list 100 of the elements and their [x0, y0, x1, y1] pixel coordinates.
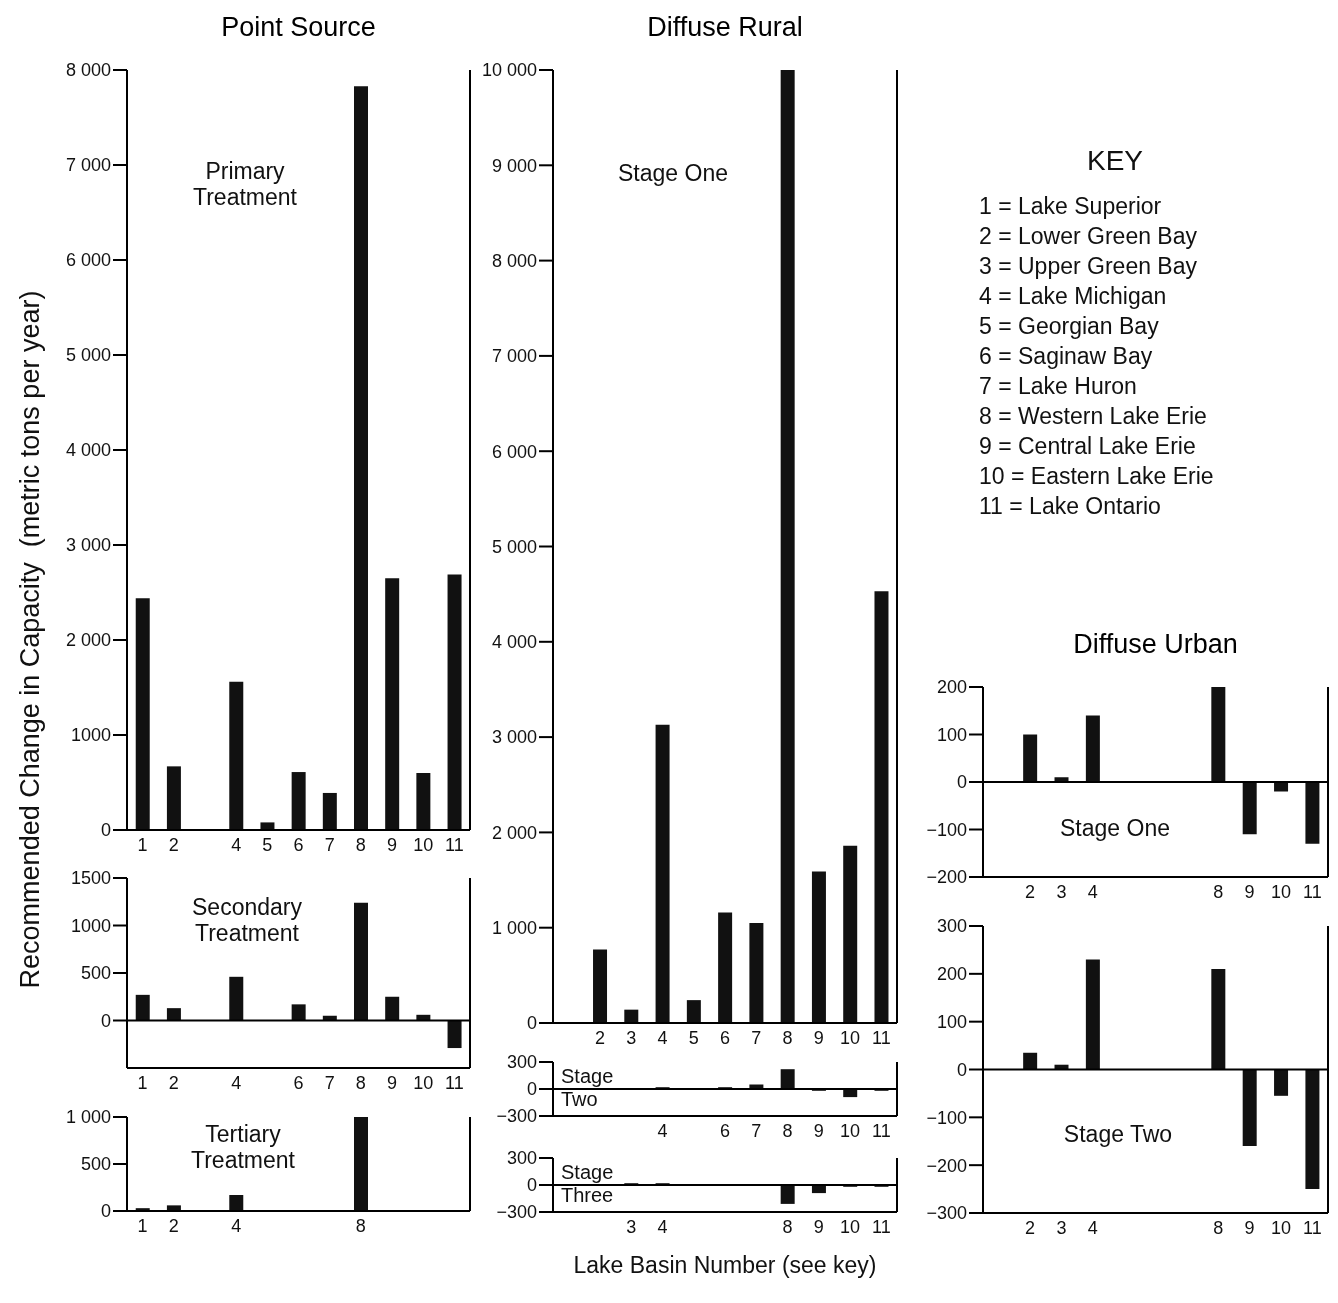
- y-tick-label: −300: [496, 1106, 537, 1127]
- x-tick-label: 2: [168, 1072, 179, 1093]
- x-tick-label: 10: [1270, 1217, 1291, 1238]
- x-tick-label: 10: [840, 1027, 861, 1048]
- y-tick-label: 8 000: [491, 250, 537, 271]
- x-tick-label: 2: [168, 1215, 179, 1236]
- y-tick-label: −100: [926, 819, 967, 840]
- x-tick-label: 4: [231, 834, 242, 855]
- x-tick-label: 8: [1213, 881, 1224, 902]
- text: 1 = Lake Superior: [978, 192, 1163, 221]
- text: Secondary Treatment: [191, 894, 303, 947]
- y-tick-label: 0: [526, 1079, 537, 1100]
- text: 7 = Lake Huron: [978, 372, 1138, 401]
- y-tick-label: 5 000: [65, 345, 111, 366]
- x-tick-label: 1: [137, 1215, 148, 1236]
- y-tick-label: −100: [926, 1107, 967, 1128]
- y-tick-label: 10 000: [481, 60, 537, 81]
- x-tick-label: 3: [626, 1216, 637, 1237]
- y-tick-label: 2 000: [65, 630, 111, 651]
- y-tick-label: 0: [956, 772, 967, 793]
- text: 5 = Georgian Bay: [978, 312, 1160, 341]
- y-tick-label: 300: [936, 916, 967, 937]
- x-tick-label: 11: [445, 1072, 464, 1093]
- x-tick-label: 4: [657, 1216, 668, 1237]
- x-tick-label: 11: [1302, 881, 1322, 902]
- y-tick-label: 7 000: [65, 155, 111, 176]
- text: Stage Two: [561, 1065, 615, 1111]
- x-tick-label: 9: [387, 1072, 398, 1093]
- x-tick-label: 9: [813, 1120, 824, 1141]
- y-tick-label: 1 000: [65, 1107, 111, 1128]
- y-tick-label: 300: [506, 1148, 537, 1169]
- y-tick-label: 0: [526, 1013, 537, 1034]
- text: 9 = Central Lake Erie: [978, 432, 1197, 461]
- y-tick-label: 6 000: [65, 250, 111, 271]
- x-tick-label: 4: [657, 1120, 668, 1141]
- x-tick-label: 2: [1025, 1217, 1036, 1238]
- x-tick-label: 1: [137, 834, 148, 855]
- x-tick-label: 6: [293, 834, 304, 855]
- y-tick-label: 1000: [70, 725, 111, 746]
- text: Primary Treatment: [192, 158, 298, 211]
- y-tick-label: 500: [80, 963, 111, 984]
- x-tick-label: 10: [1270, 881, 1291, 902]
- x-tick-label: 8: [355, 834, 366, 855]
- x-tick-label: 8: [782, 1120, 793, 1141]
- x-tick-label: 8: [782, 1027, 793, 1048]
- text: KEY: [1086, 145, 1144, 177]
- y-tick-label: 6 000: [491, 441, 537, 462]
- text: Stage Two: [1062, 1121, 1174, 1148]
- text: 3 = Upper Green Bay: [978, 252, 1198, 281]
- x-tick-label: 7: [751, 1027, 762, 1048]
- chart-title: Point Source: [220, 12, 377, 43]
- y-tick-label: 500: [80, 1154, 111, 1175]
- x-tick-label: 4: [1087, 881, 1098, 902]
- text: 10 = Eastern Lake Erie: [978, 462, 1215, 491]
- x-axis-title: Lake Basin Number (see key): [572, 1252, 878, 1279]
- x-tick-label: 3: [626, 1027, 637, 1048]
- y-tick-label: 100: [936, 724, 967, 745]
- x-tick-label: 4: [657, 1027, 668, 1048]
- text: Stage One: [1059, 815, 1171, 842]
- y-tick-label: 200: [936, 677, 967, 698]
- y-tick-label: −300: [496, 1202, 537, 1223]
- y-tick-label: 3 000: [65, 535, 111, 556]
- x-tick-label: 8: [355, 1072, 366, 1093]
- y-tick-label: 0: [100, 820, 111, 841]
- x-tick-label: 11: [872, 1027, 891, 1048]
- text: 11 = Lake Ontario: [978, 492, 1162, 521]
- x-tick-label: 2: [594, 1027, 605, 1048]
- text: Stage Three: [561, 1161, 615, 1207]
- y-tick-label: −300: [926, 1203, 967, 1224]
- x-tick-label: 5: [688, 1027, 699, 1048]
- y-tick-label: 2 000: [491, 822, 537, 843]
- y-tick-label: 8 000: [65, 60, 111, 81]
- chart-title: Diffuse Rural: [646, 12, 804, 43]
- y-axis-title: Recommended Change in Capacity (metric tons per year): [14, 289, 46, 991]
- x-tick-label: 9: [813, 1027, 824, 1048]
- x-tick-label: 10: [413, 834, 434, 855]
- y-tick-label: 9 000: [491, 155, 537, 176]
- text: 4 = Lake Michigan: [978, 282, 1168, 311]
- chart-title: Diffuse Urban: [1072, 629, 1239, 660]
- x-tick-label: 9: [813, 1216, 824, 1237]
- y-tick-label: 5 000: [491, 536, 537, 557]
- y-tick-label: 0: [100, 1010, 111, 1031]
- y-tick-label: 300: [506, 1052, 537, 1073]
- x-tick-label: 6: [293, 1072, 304, 1093]
- x-tick-label: 6: [719, 1120, 731, 1141]
- x-tick-label: 10: [840, 1120, 861, 1141]
- x-tick-label: 7: [324, 1072, 335, 1093]
- x-tick-label: 5: [262, 834, 273, 855]
- y-tick-label: 3 000: [491, 727, 537, 748]
- y-tick-label: 200: [936, 964, 967, 985]
- x-tick-label: 11: [445, 834, 464, 855]
- y-tick-label: 7 000: [491, 346, 537, 367]
- x-tick-label: 7: [751, 1120, 762, 1141]
- x-tick-label: 4: [231, 1072, 242, 1093]
- x-tick-label: 1: [137, 1072, 148, 1093]
- text: 8 = Western Lake Erie: [978, 402, 1208, 431]
- x-tick-label: 8: [355, 1215, 366, 1236]
- y-tick-label: 100: [936, 1012, 967, 1033]
- y-tick-label: −200: [926, 1155, 967, 1176]
- x-tick-label: 11: [872, 1120, 891, 1141]
